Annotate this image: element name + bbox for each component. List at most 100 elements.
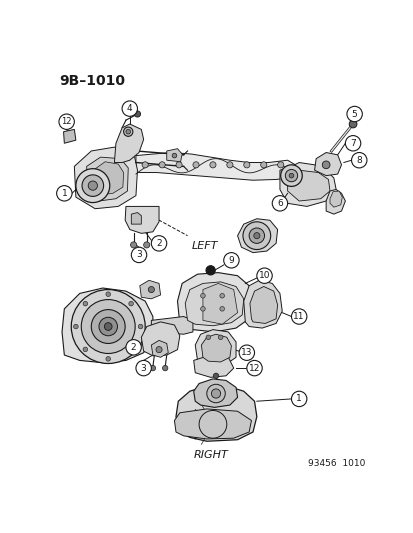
Polygon shape	[329, 191, 342, 207]
Circle shape	[99, 317, 117, 336]
Circle shape	[126, 130, 130, 134]
Circle shape	[272, 196, 287, 211]
Text: RIGHT: RIGHT	[193, 450, 228, 460]
Circle shape	[142, 161, 148, 168]
Circle shape	[349, 120, 356, 128]
Circle shape	[88, 181, 97, 190]
Circle shape	[156, 346, 162, 353]
Polygon shape	[114, 124, 143, 163]
Polygon shape	[135, 152, 294, 180]
Circle shape	[256, 268, 272, 284]
Text: 3: 3	[140, 364, 146, 373]
Text: 12: 12	[61, 117, 72, 126]
Text: 5: 5	[351, 109, 357, 118]
Circle shape	[172, 154, 176, 158]
Circle shape	[123, 127, 133, 136]
Circle shape	[260, 161, 266, 168]
Circle shape	[150, 366, 155, 371]
Text: 10: 10	[258, 271, 270, 280]
Polygon shape	[177, 273, 251, 332]
Circle shape	[280, 165, 301, 187]
Text: LEFT: LEFT	[191, 241, 217, 251]
Circle shape	[81, 300, 135, 353]
Polygon shape	[279, 163, 335, 206]
Circle shape	[218, 335, 223, 340]
Text: 2: 2	[156, 239, 161, 248]
Circle shape	[106, 292, 110, 296]
Polygon shape	[193, 379, 237, 407]
Circle shape	[346, 106, 361, 122]
Circle shape	[91, 310, 125, 343]
Circle shape	[246, 360, 261, 376]
Text: 1: 1	[296, 394, 301, 403]
Circle shape	[209, 161, 216, 168]
Polygon shape	[166, 149, 182, 161]
Text: 93456  1010: 93456 1010	[307, 459, 365, 468]
Polygon shape	[314, 152, 341, 175]
Polygon shape	[86, 157, 128, 201]
Circle shape	[134, 111, 140, 117]
Text: 2: 2	[131, 343, 136, 352]
Circle shape	[213, 373, 218, 378]
Text: 9B–1010: 9B–1010	[59, 74, 125, 88]
Polygon shape	[141, 322, 179, 356]
Circle shape	[219, 306, 224, 311]
Circle shape	[239, 345, 254, 360]
Circle shape	[176, 161, 182, 168]
Circle shape	[277, 161, 283, 168]
Text: 9: 9	[228, 256, 234, 265]
Polygon shape	[195, 329, 235, 365]
Circle shape	[143, 242, 150, 248]
Circle shape	[148, 287, 154, 293]
Circle shape	[71, 289, 145, 364]
Text: 13: 13	[240, 348, 252, 357]
Text: 3: 3	[136, 251, 142, 260]
Circle shape	[128, 347, 133, 352]
Circle shape	[151, 236, 166, 251]
Circle shape	[291, 309, 306, 324]
Circle shape	[242, 222, 270, 249]
Polygon shape	[151, 341, 168, 357]
Circle shape	[57, 185, 72, 201]
Circle shape	[351, 152, 366, 168]
Circle shape	[226, 161, 233, 168]
Circle shape	[211, 389, 220, 398]
Circle shape	[206, 384, 225, 403]
Text: 4: 4	[127, 104, 132, 113]
Polygon shape	[64, 130, 76, 143]
Polygon shape	[176, 386, 256, 441]
Circle shape	[200, 306, 205, 311]
Polygon shape	[62, 288, 152, 363]
Circle shape	[76, 168, 109, 203]
Text: 1: 1	[61, 189, 67, 198]
Text: 7: 7	[349, 139, 355, 148]
Circle shape	[131, 247, 146, 263]
Polygon shape	[74, 147, 137, 209]
Circle shape	[159, 161, 165, 168]
Polygon shape	[287, 170, 329, 201]
Circle shape	[243, 161, 249, 168]
Circle shape	[285, 169, 297, 182]
Circle shape	[192, 161, 199, 168]
Circle shape	[135, 360, 151, 376]
Circle shape	[59, 114, 74, 130]
Polygon shape	[94, 161, 123, 195]
Circle shape	[223, 253, 239, 268]
Circle shape	[128, 301, 133, 306]
Circle shape	[321, 161, 329, 168]
Circle shape	[83, 347, 88, 352]
Circle shape	[206, 265, 215, 275]
Text: 6: 6	[276, 199, 282, 208]
Polygon shape	[325, 189, 344, 214]
Circle shape	[130, 242, 136, 248]
Circle shape	[206, 335, 210, 340]
Text: 11: 11	[293, 312, 304, 321]
Polygon shape	[131, 213, 141, 224]
Circle shape	[106, 357, 110, 361]
Circle shape	[219, 294, 224, 298]
Text: 8: 8	[356, 156, 361, 165]
Polygon shape	[140, 280, 160, 299]
Polygon shape	[249, 287, 277, 324]
Circle shape	[104, 322, 112, 330]
Circle shape	[74, 324, 78, 329]
